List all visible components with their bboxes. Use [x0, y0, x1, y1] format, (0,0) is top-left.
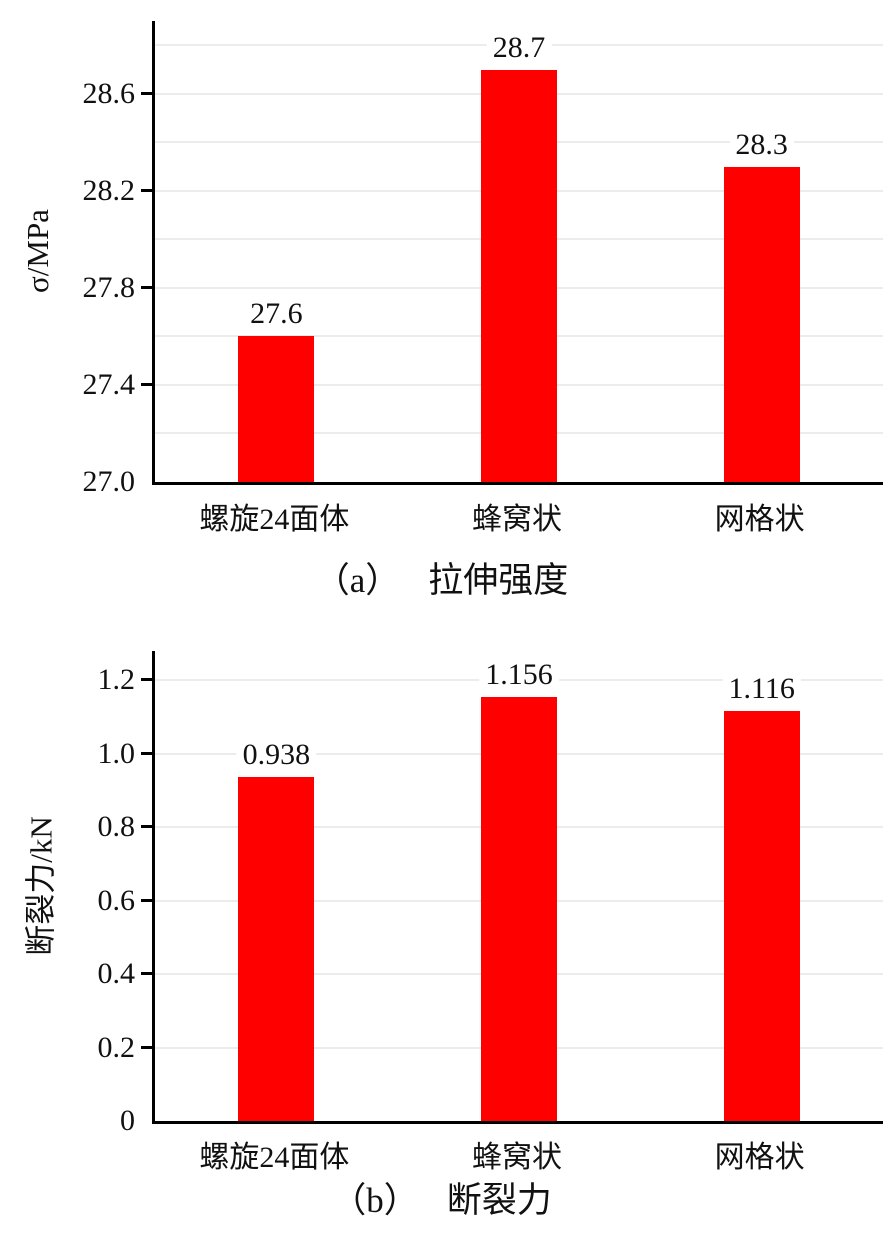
caption-text-b: 断裂力 [446, 1181, 552, 1220]
panel-caption-b: （b） 断裂力 [0, 1178, 883, 1224]
y-axis-tick [141, 751, 152, 755]
bar [723, 711, 800, 1121]
x-category-label: 蜂窝状 [472, 503, 562, 536]
y-tick-label: 27.0 [82, 465, 136, 498]
y-tick-label: 0.2 [97, 1030, 136, 1064]
y-tick-label: 27.4 [82, 367, 136, 401]
x-category-label: 螺旋24面体 [199, 1141, 350, 1174]
y-axis-tick [141, 285, 152, 289]
bar [481, 696, 557, 1121]
y-tick-label: 27.8 [82, 270, 136, 304]
x-category-label: 螺旋24面体 [199, 503, 350, 536]
caption-text-a: 拉伸强度 [428, 561, 569, 600]
plot-area-a: 27.0 27.4 27.8 28.2 28.6 27.6 28.7 28.3 [83, 21, 883, 498]
bar [238, 776, 315, 1121]
bar [481, 69, 557, 482]
y-tick-label: 0 [120, 1104, 135, 1137]
bar-value-label: 1.116 [722, 672, 801, 707]
bar-value-label: 0.938 [236, 737, 317, 772]
panel-label-a: （a） [314, 561, 401, 600]
bar-value-label: 28.3 [729, 127, 794, 162]
y-axis-tick [141, 382, 152, 386]
x-category-label: 网格状 [714, 1141, 805, 1174]
y-axis-tick [141, 825, 152, 829]
y-tick-label: 1.2 [97, 663, 136, 697]
y-tick-label: 0.6 [97, 883, 136, 917]
x-category-label: 蜂窝状 [472, 1141, 562, 1174]
x-category-label: 网格状 [714, 503, 805, 536]
y-tick-label: 28.6 [82, 76, 136, 110]
y-axis-tick [141, 898, 152, 902]
y-axis-tick [141, 678, 152, 682]
y-tick-label: 0.8 [97, 810, 136, 844]
bar-value-label: 1.156 [479, 657, 559, 692]
y-tick-label: 28.2 [82, 173, 136, 207]
y-tick-label: 0.4 [97, 957, 136, 991]
bar-value-label: 28.7 [486, 30, 552, 65]
plot-area-b: 0 0.2 0.4 0.6 0.8 1.0 1.2 0.938 1.156 1.116 [98, 651, 883, 1137]
panel-label-b: （b） [331, 1181, 419, 1220]
y-axis-tick [141, 91, 152, 95]
y-axis-tick [141, 1045, 152, 1049]
bar [723, 166, 800, 482]
y-axis-tick [141, 972, 152, 976]
panel-caption-a: （a） 拉伸强度 [0, 558, 883, 604]
bar [238, 336, 315, 482]
bar-value-label: 27.6 [244, 297, 309, 332]
y-axis-tick [141, 188, 152, 192]
y-tick-label: 1.0 [97, 736, 136, 770]
